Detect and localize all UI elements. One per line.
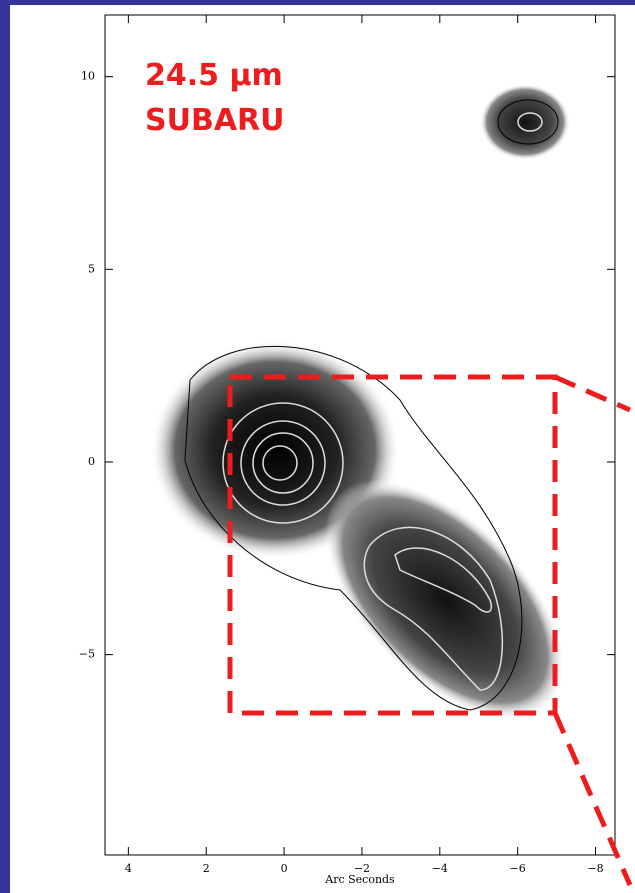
y-tick-label: −5 bbox=[79, 648, 95, 661]
x-tick-label: −4 bbox=[432, 862, 448, 875]
x-tick-label: −6 bbox=[510, 862, 526, 875]
y-tick-label: 0 bbox=[88, 455, 95, 468]
x-tick-label: 0 bbox=[281, 862, 288, 875]
y-tick-label: 5 bbox=[88, 262, 95, 275]
annotation: SUBARU bbox=[145, 103, 285, 138]
page: 24.5 μm SUBARU Arc Seconds 420−2−4−6−8−5… bbox=[0, 0, 635, 893]
y-tick-label: 10 bbox=[81, 70, 95, 83]
x-tick-label: 2 bbox=[203, 862, 210, 875]
annotation: 24.5 μm bbox=[145, 58, 283, 93]
x-tick-label: −8 bbox=[587, 862, 603, 875]
x-tick-label: 4 bbox=[125, 862, 132, 875]
x-tick-label: −2 bbox=[354, 862, 370, 875]
chart: 24.5 μm SUBARU Arc Seconds 420−2−4−6−8−5… bbox=[0, 0, 635, 893]
